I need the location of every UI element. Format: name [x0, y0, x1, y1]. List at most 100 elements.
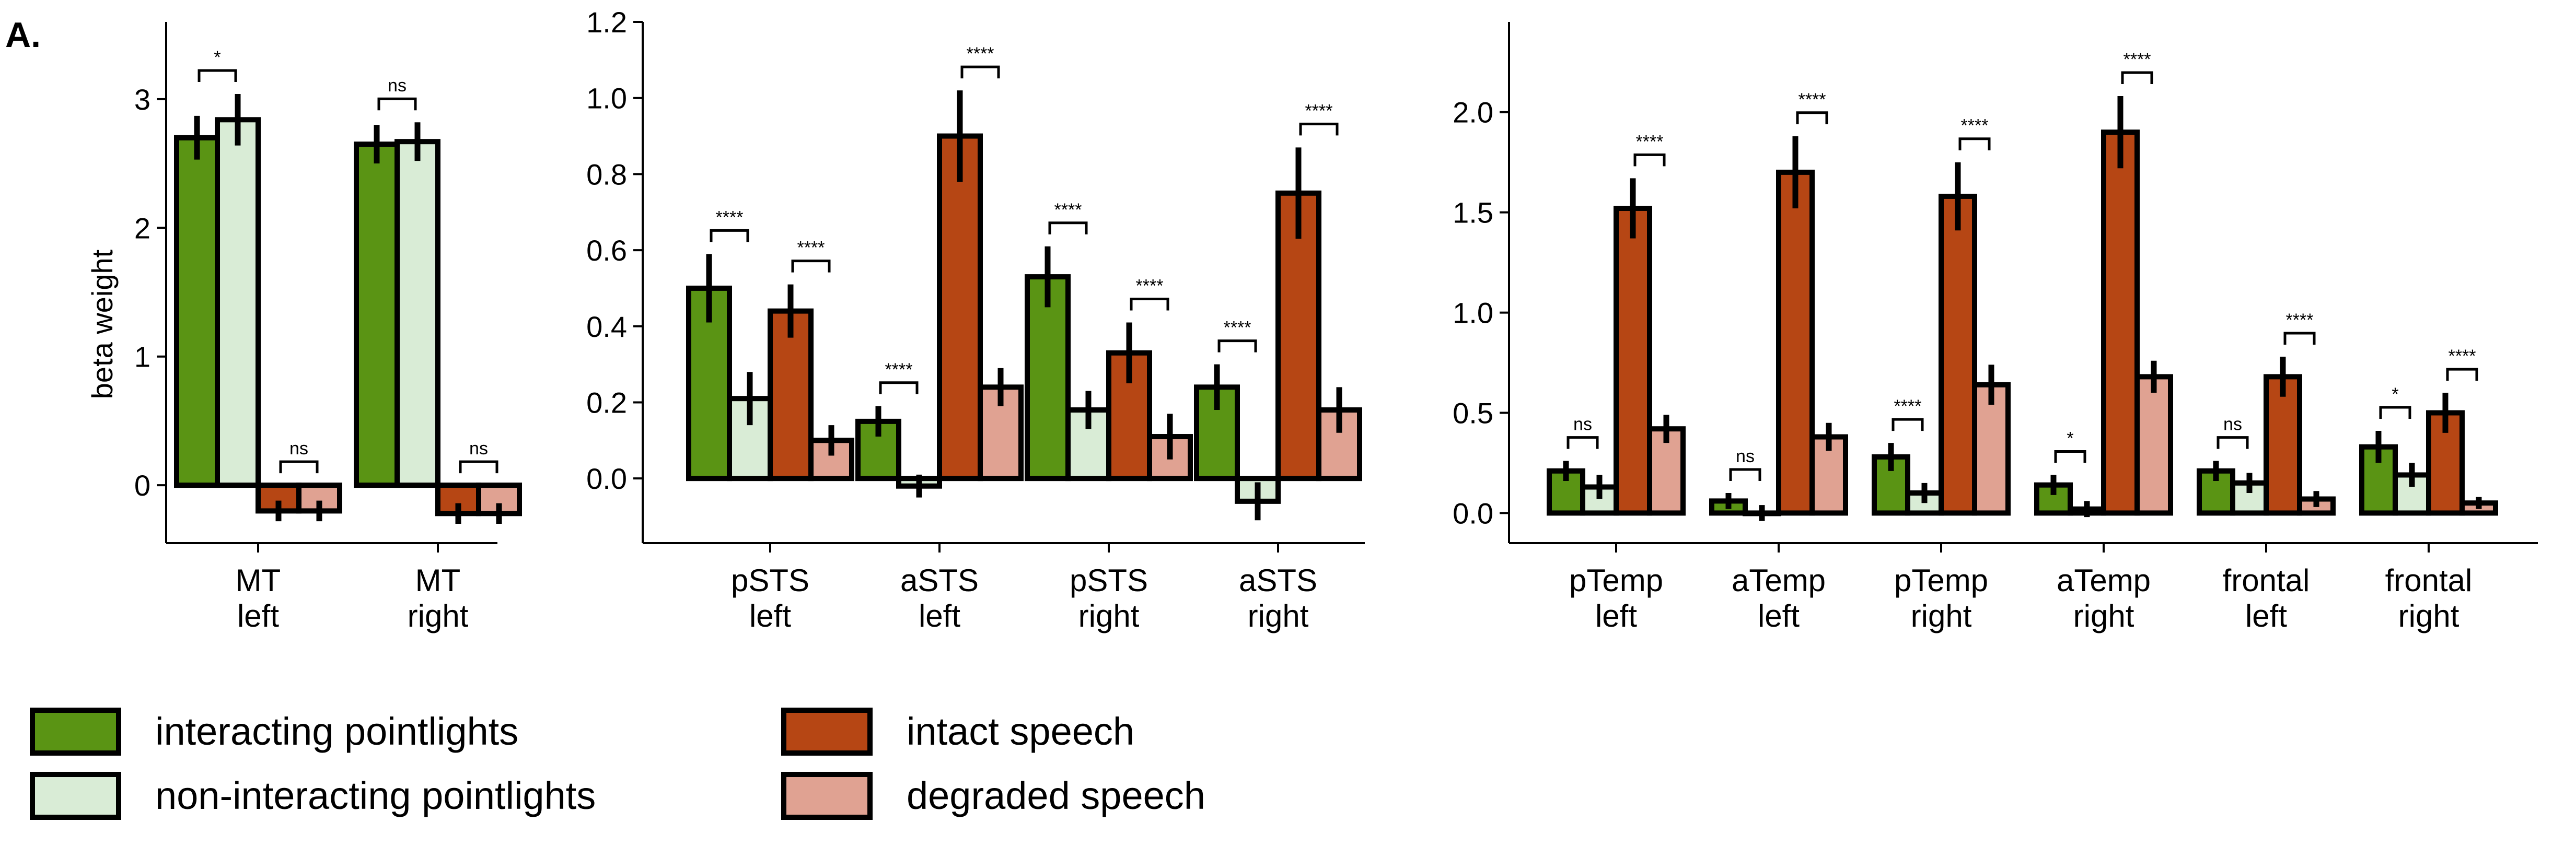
- significance-label-asts-left-0: ****: [885, 360, 913, 380]
- significance-bracket-asts-right-1: [1299, 122, 1339, 136]
- y-tick-label: 0.6: [586, 234, 627, 267]
- significance-bracket-mt-left-0: [198, 69, 237, 82]
- significance-label-frontal-right-1: ****: [2449, 346, 2476, 366]
- significance-label-asts-right-1: ****: [1305, 101, 1333, 121]
- legend-swatch-degraded-speech: [781, 772, 873, 820]
- x-tick-label-mt-left-line-1: MT: [236, 563, 281, 598]
- bar-mt-left-interacting-pointlights: [174, 135, 220, 488]
- significance-label-psts-left-1: ****: [797, 238, 825, 258]
- y-tick-label: 2: [134, 212, 150, 244]
- bar-asts-left-intact-speech: [937, 133, 983, 481]
- y-tick-label: 3: [134, 83, 150, 116]
- x-tick-label-mt-left-line-2: left: [237, 598, 279, 633]
- x-tick-label-atemp-left-line-2: left: [1758, 598, 1800, 633]
- bar-frontal-left-intact-speech: [2264, 374, 2302, 516]
- y-tick-label: 2.0: [1453, 96, 1493, 129]
- x-tick-label-asts-right-line-1: aSTS: [1239, 563, 1317, 598]
- x-tick-label-ptemp-right-line-1: pTemp: [1894, 563, 1988, 598]
- x-tick-label-asts-right-line-2: right: [1248, 598, 1309, 633]
- significance-label-atemp-right-0: *: [2067, 428, 2073, 448]
- bar-ptemp-left-intact-speech: [1614, 205, 1652, 516]
- y-tick-label: 0.0: [1453, 497, 1493, 530]
- x-tick-label-frontal-left-line-2: left: [2245, 598, 2287, 633]
- significance-label-psts-left-0: ****: [716, 207, 744, 227]
- significance-bracket-psts-right-0: [1048, 221, 1088, 234]
- significance-bracket-mt-right-0: [377, 97, 417, 111]
- x-tick-label-frontal-right-line-1: frontal: [2385, 563, 2473, 598]
- significance-bracket-psts-left-0: [710, 229, 749, 242]
- significance-bracket-ptemp-right-1: [1958, 137, 1991, 150]
- significance-bracket-atemp-left-0: [1729, 468, 1761, 481]
- legend-swatch-intact-speech: [781, 708, 873, 756]
- x-tick-label-psts-right-line-1: pSTS: [1070, 563, 1148, 598]
- x-tick-label-atemp-right-line-1: aTemp: [2057, 563, 2151, 598]
- x-tick-label-ptemp-right-line-2: right: [1911, 598, 1972, 633]
- significance-bracket-psts-right-1: [1130, 297, 1169, 311]
- bar-mt-left-non-interacting-pointlights: [215, 117, 261, 488]
- significance-bracket-ptemp-left-1: [1633, 153, 1666, 167]
- significance-label-mt-right-0: ns: [388, 76, 407, 96]
- chart-panel-temporal-frontal: 0.00.51.01.52.0pTempleftns****aTempleftn…: [1453, 22, 2538, 633]
- x-tick-label-psts-left-line-2: left: [749, 598, 791, 633]
- legend: interacting pointlights non-interacting p…: [30, 708, 1205, 820]
- significance-label-ptemp-right-0: ****: [1894, 396, 1922, 416]
- x-tick-label-ptemp-left-line-2: left: [1595, 598, 1637, 633]
- x-tick-label-mt-right-line-2: right: [408, 598, 469, 633]
- bar-ptemp-right-intact-speech: [1939, 193, 1977, 516]
- legend-swatch-non-interacting-pointlights: [30, 772, 121, 820]
- y-tick-label: 0.2: [586, 386, 627, 419]
- y-tick-label: 1.2: [586, 6, 627, 39]
- bar-atemp-right-degraded-speech: [2134, 374, 2173, 516]
- x-tick-label-psts-right-line-2: right: [1078, 598, 1140, 633]
- significance-label-mt-left-1: ns: [289, 439, 308, 459]
- y-tick-label: 1.0: [586, 82, 627, 115]
- significance-bracket-asts-left-0: [879, 381, 919, 394]
- y-tick-label: 0.8: [586, 158, 627, 191]
- significance-bracket-mt-right-1: [459, 460, 498, 474]
- chart-panel-sts: 0.00.20.40.60.81.01.2pSTSleft********aST…: [586, 6, 1365, 633]
- significance-bracket-asts-left-1: [960, 65, 1000, 79]
- significance-label-frontal-left-1: ****: [2286, 310, 2314, 330]
- y-tick-label: 0.4: [586, 310, 627, 343]
- bar-ptemp-right-degraded-speech: [1972, 382, 2011, 516]
- significance-label-mt-right-1: ns: [469, 439, 488, 459]
- significance-bracket-frontal-right-0: [2379, 406, 2411, 419]
- significance-label-frontal-right-0: *: [2392, 384, 2398, 404]
- x-tick-label-psts-left-line-1: pSTS: [731, 563, 809, 598]
- significance-label-atemp-left-0: ns: [1736, 446, 1755, 466]
- significance-bracket-asts-right-0: [1217, 339, 1257, 352]
- significance-bracket-frontal-right-1: [2446, 368, 2478, 381]
- significance-label-asts-right-0: ****: [1224, 318, 1251, 338]
- significance-label-atemp-right-1: ****: [2124, 50, 2151, 69]
- x-tick-label-asts-left-line-1: aSTS: [900, 563, 979, 598]
- x-tick-label-ptemp-left-line-1: pTemp: [1569, 563, 1663, 598]
- y-axis-label: beta weight: [86, 249, 119, 399]
- bar-atemp-right-interacting-pointlights: [2034, 482, 2073, 516]
- x-tick-label-atemp-right-line-2: right: [2073, 598, 2134, 633]
- significance-label-ptemp-right-1: ****: [1961, 116, 1989, 136]
- significance-bracket-atemp-right-1: [2121, 71, 2153, 85]
- x-tick-label-atemp-left-line-1: aTemp: [1732, 563, 1826, 598]
- y-tick-label: 0: [134, 469, 150, 502]
- significance-bracket-ptemp-right-0: [1892, 418, 1924, 431]
- panel-label: A.: [5, 15, 41, 55]
- significance-label-psts-right-1: ****: [1136, 276, 1164, 296]
- significance-bracket-atemp-left-1: [1796, 111, 1828, 124]
- y-tick-label: 0.0: [586, 462, 627, 495]
- significance-bracket-ptemp-left-0: [1567, 436, 1599, 449]
- bar-mt-right-interacting-pointlights: [354, 142, 400, 488]
- legend-label-intact-speech: intact speech: [907, 710, 1134, 753]
- y-tick-label: 1.5: [1453, 196, 1493, 229]
- significance-label-asts-left-1: ****: [967, 44, 994, 64]
- bar-atemp-right-intact-speech: [2101, 130, 2140, 516]
- bar-psts-left-intact-speech: [768, 308, 814, 481]
- bar-atemp-left-intact-speech: [1776, 169, 1815, 516]
- significance-label-psts-right-0: ****: [1054, 200, 1082, 220]
- significance-label-mt-left-0: *: [214, 48, 221, 67]
- y-tick-label: 1.0: [1453, 297, 1493, 330]
- significance-bracket-psts-left-1: [791, 260, 831, 273]
- significance-label-ptemp-left-1: ****: [1636, 132, 1664, 151]
- significance-label-atemp-left-1: ****: [1798, 90, 1826, 110]
